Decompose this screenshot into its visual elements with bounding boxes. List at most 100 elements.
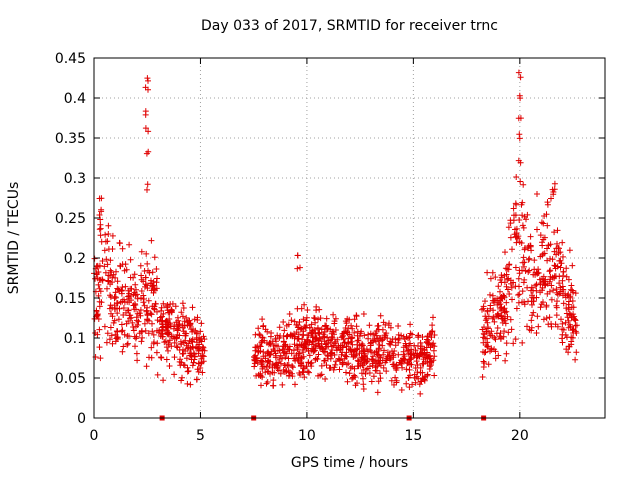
data-point — [169, 300, 176, 307]
axis-ticks: 0 5 10 15 20 0 0.05 0.1 0.15 0.2 0.25 0.3 0.35 0.4 0.4… — [55, 51, 605, 444]
data-point — [354, 380, 360, 387]
data-point — [283, 368, 290, 374]
data-point — [358, 370, 365, 377]
data-point — [412, 347, 419, 354]
data-point — [148, 311, 155, 318]
data-point — [184, 380, 191, 387]
data-point — [109, 313, 116, 320]
data-point — [133, 333, 140, 340]
data-point — [132, 292, 139, 299]
data-point — [512, 336, 519, 343]
data-point — [122, 283, 129, 290]
data-point — [137, 262, 144, 269]
data-point — [114, 278, 121, 285]
data-point — [510, 340, 517, 347]
data-point — [339, 349, 346, 356]
data-point — [97, 232, 104, 239]
data-point — [344, 378, 351, 385]
data-point — [105, 246, 112, 253]
data-point — [505, 329, 512, 336]
data-point — [380, 319, 387, 326]
data-point — [343, 361, 350, 368]
data-point — [330, 311, 337, 318]
data-point — [569, 262, 576, 269]
data-point — [376, 335, 383, 342]
data-point — [189, 336, 196, 343]
data-point — [360, 347, 367, 354]
data-point — [377, 362, 384, 369]
data-point — [328, 349, 335, 356]
data-point — [348, 351, 355, 358]
data-point — [528, 298, 535, 305]
y-tick-label: 0.15 — [55, 291, 86, 307]
data-point — [154, 308, 160, 315]
data-point — [107, 257, 114, 264]
data-point — [168, 307, 175, 314]
data-point — [403, 366, 410, 373]
data-point — [426, 366, 433, 372]
data-point — [255, 325, 262, 332]
data-point — [91, 255, 98, 262]
data-point — [120, 305, 127, 311]
data-point — [545, 242, 552, 249]
data-point — [547, 267, 554, 274]
data-point — [264, 379, 271, 385]
data-point — [166, 330, 173, 336]
data-point — [512, 264, 519, 271]
data-point — [109, 232, 116, 239]
data-point — [178, 309, 185, 316]
data-point — [506, 262, 512, 268]
data-point — [111, 306, 118, 312]
data-point — [550, 189, 557, 195]
data-point — [539, 287, 545, 294]
data-point — [551, 262, 558, 269]
data-point — [185, 368, 192, 374]
data-point — [421, 376, 428, 383]
data-point — [151, 305, 157, 312]
data-point — [360, 375, 366, 382]
data-point — [384, 355, 391, 362]
data-point — [339, 333, 346, 340]
data-point — [284, 333, 291, 340]
data-point — [280, 339, 287, 345]
data-point — [323, 315, 330, 322]
data-point — [568, 334, 575, 341]
data-point — [145, 148, 152, 155]
data-point — [393, 379, 400, 386]
data-point — [308, 359, 315, 366]
data-point — [488, 328, 495, 335]
data-point — [138, 276, 145, 283]
data-point — [347, 347, 354, 354]
data-point — [505, 275, 512, 282]
data-point — [430, 314, 436, 321]
data-point — [168, 343, 175, 350]
data-point — [340, 359, 347, 366]
data-point — [144, 181, 151, 188]
data-point — [143, 363, 150, 370]
data-point — [124, 340, 131, 347]
data-point — [96, 212, 103, 218]
data-point — [361, 352, 368, 359]
data-point — [149, 320, 155, 327]
data-point — [358, 342, 365, 349]
data-point — [96, 326, 103, 333]
data-point — [519, 339, 526, 346]
data-point — [276, 356, 283, 362]
data-point — [502, 265, 509, 272]
data-point — [187, 381, 194, 388]
data-point — [328, 333, 335, 340]
data-point — [546, 314, 553, 321]
data-point — [550, 287, 557, 294]
data-point — [260, 322, 267, 329]
data-point — [253, 344, 260, 351]
data-point — [379, 357, 386, 364]
data-point — [165, 321, 172, 328]
data-point — [134, 295, 141, 302]
data-point — [481, 349, 488, 356]
data-point — [252, 352, 259, 359]
data-point — [176, 321, 183, 327]
data-point — [298, 359, 305, 366]
data-point — [563, 273, 570, 280]
data-point — [528, 284, 535, 291]
